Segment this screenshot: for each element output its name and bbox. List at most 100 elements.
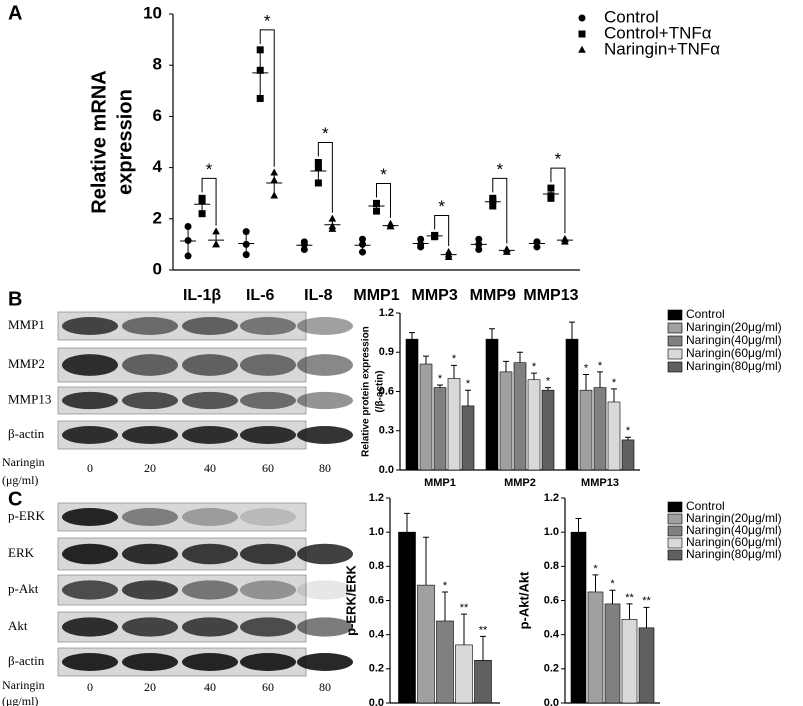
error-bar — [480, 635, 486, 661]
legend-label: Naringin(60μg/ml) — [686, 346, 782, 360]
bar — [417, 584, 435, 704]
dose-label: 20 — [144, 461, 156, 475]
blot-band — [182, 354, 238, 376]
significance-label: * — [546, 375, 551, 387]
significance-label: * — [443, 580, 448, 592]
legend-label: Control+TNFα — [604, 23, 712, 42]
blot-label: MMP2 — [8, 356, 45, 371]
point — [359, 235, 366, 243]
treatment-label: Naringin — [2, 455, 45, 469]
blot-band — [240, 317, 296, 335]
blot-band — [122, 508, 178, 526]
point — [489, 194, 497, 202]
dose-label: 40 — [204, 461, 216, 475]
y-tick-label: 1.2 — [379, 307, 394, 319]
legend-swatch — [667, 549, 683, 561]
blot-label: Akt — [8, 618, 28, 633]
legend-swatch — [667, 361, 683, 373]
significance-label: * — [598, 360, 603, 372]
x-tick-label: MMP13 — [581, 477, 619, 489]
significance-label: * — [532, 361, 537, 373]
y-tick-label: 1.2 — [369, 492, 384, 504]
significance-label: * — [626, 425, 631, 437]
panel-letter: A — [8, 2, 22, 24]
y-tick-label: 0.9 — [379, 346, 394, 358]
blot-band — [62, 354, 118, 376]
blot-band — [122, 391, 178, 410]
y-tick-label: 0.0 — [544, 697, 559, 706]
point — [373, 207, 380, 215]
point — [314, 164, 322, 172]
y-tick-label: 0.3 — [379, 425, 394, 437]
blot-band — [62, 580, 118, 600]
y-axis-label: expression — [114, 89, 136, 195]
y-axis-label: (/β-actin) — [375, 370, 386, 412]
legend-swatch — [667, 348, 683, 360]
blot-label: p-ERK — [8, 508, 45, 523]
blot-band — [182, 580, 238, 600]
y-tick-label: 0.2 — [544, 663, 559, 675]
legend-marker — [578, 30, 586, 38]
point — [270, 176, 279, 184]
y-tick-label: 1.0 — [544, 526, 559, 538]
significance-bracket — [259, 29, 275, 167]
x-tick-label: MMP13 — [523, 287, 578, 304]
point — [270, 191, 279, 199]
error-bar — [643, 606, 650, 628]
blot-band — [122, 354, 178, 376]
blot-band — [182, 508, 238, 526]
significance-label: * — [584, 362, 589, 374]
point — [386, 222, 395, 230]
x-tick-label: MMP9 — [470, 287, 516, 304]
y-tick-label: 0.4 — [544, 629, 560, 641]
significance-label: * — [612, 377, 617, 389]
point — [314, 158, 322, 166]
bar — [499, 371, 513, 471]
significance-label: * — [496, 160, 503, 179]
y-tick-label: 0.0 — [369, 697, 384, 706]
blot-band — [182, 617, 238, 637]
error-bar — [451, 364, 457, 379]
bar — [607, 401, 621, 471]
error-bar — [597, 371, 603, 388]
legend-swatch — [667, 335, 683, 347]
blot-band — [182, 426, 238, 444]
bar — [436, 620, 454, 704]
dose-label: 20 — [144, 680, 156, 694]
significance-label: * — [610, 578, 615, 590]
x-tick-label: MMP3 — [412, 287, 458, 304]
blot-band — [297, 543, 353, 565]
error-bar — [437, 384, 443, 388]
significance-bracket — [201, 177, 217, 226]
point — [300, 240, 308, 248]
bar — [461, 405, 475, 471]
significance-label: ** — [460, 602, 469, 614]
blot-band — [240, 426, 296, 444]
blot-label: ERK — [8, 545, 35, 560]
significance-label: * — [322, 124, 329, 143]
significance-label: * — [452, 353, 457, 365]
treatment-unit: (μg/ml) — [2, 694, 38, 706]
point — [198, 197, 206, 205]
legend-swatch — [667, 513, 683, 525]
error-bar — [583, 373, 589, 391]
legend-label: Naringin(80μg/ml) — [686, 359, 782, 373]
error-bar — [531, 372, 537, 380]
blot-band — [62, 617, 118, 637]
error-bar — [404, 512, 410, 533]
treatment-label: Naringin — [2, 678, 45, 692]
blot-band — [122, 617, 178, 637]
y-tick-label: 0.6 — [369, 594, 384, 606]
blot-band — [122, 653, 178, 671]
blot-band — [240, 580, 296, 600]
legend-swatch — [667, 525, 683, 537]
bar — [419, 363, 433, 471]
legend-marker — [578, 14, 586, 22]
significance-label: * — [380, 165, 387, 184]
y-tick-label: 0.6 — [379, 385, 394, 397]
dose-label: 80 — [319, 461, 331, 475]
blot-band — [297, 354, 353, 376]
point — [475, 246, 483, 254]
legend-marker — [578, 45, 586, 53]
